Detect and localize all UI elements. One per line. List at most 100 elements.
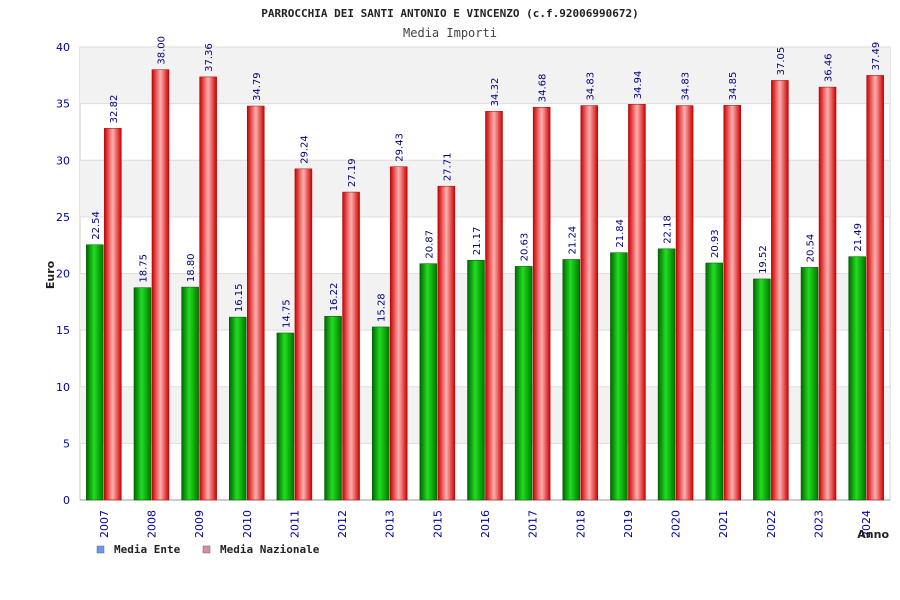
data-labels: 22.54 32.82 18.75 38.00 18.80 37.36 16.15 34.79… bbox=[91, 36, 882, 328]
data-label: 37.36 bbox=[204, 43, 215, 72]
data-label: 14.75 bbox=[281, 299, 292, 328]
bar bbox=[86, 244, 104, 501]
x-tick-label: 2019 bbox=[622, 510, 635, 538]
bar bbox=[628, 104, 646, 501]
x-tick-label: 2015 bbox=[431, 510, 444, 538]
bar bbox=[371, 326, 390, 501]
data-label: 20.93 bbox=[710, 229, 721, 258]
data-label: 22.18 bbox=[663, 215, 674, 244]
bar bbox=[818, 86, 837, 501]
bar bbox=[437, 185, 456, 501]
bar bbox=[514, 266, 533, 501]
legend: Media Ente Media Nazionale bbox=[96, 543, 320, 556]
y-tick-label: 10 bbox=[56, 381, 70, 394]
bar bbox=[151, 69, 170, 501]
x-axis-label: Anno bbox=[857, 528, 889, 541]
y-tick-label: 20 bbox=[56, 268, 70, 281]
bar bbox=[247, 105, 265, 501]
bar bbox=[419, 263, 438, 501]
data-label: 20.63 bbox=[520, 233, 531, 262]
x-tick-label: 2008 bbox=[145, 510, 158, 538]
x-tick-label: 2021 bbox=[717, 510, 730, 538]
x-tick-label: 2017 bbox=[527, 510, 540, 538]
data-label: 29.43 bbox=[395, 133, 406, 162]
data-label: 20.54 bbox=[806, 234, 817, 263]
chart-title: PARROCCHIA DEI SANTI ANTONIO E VINCENZO … bbox=[261, 7, 639, 20]
bar bbox=[771, 80, 789, 501]
legend-label: Media Nazionale bbox=[220, 543, 320, 556]
bar bbox=[800, 267, 819, 501]
bar bbox=[562, 259, 581, 501]
y-tick-label: 30 bbox=[56, 154, 70, 167]
bar bbox=[199, 76, 217, 501]
data-label: 36.46 bbox=[824, 53, 835, 82]
x-tick-label: 2023 bbox=[813, 510, 826, 538]
x-tick-label: 2022 bbox=[765, 510, 778, 538]
y-tick-label: 40 bbox=[56, 41, 70, 54]
x-tick-label: 2009 bbox=[193, 510, 206, 538]
data-label: 34.83 bbox=[585, 72, 596, 101]
data-label: 34.94 bbox=[633, 71, 644, 100]
data-label: 21.49 bbox=[853, 223, 864, 252]
data-label: 34.79 bbox=[252, 72, 263, 101]
bar bbox=[532, 106, 551, 501]
data-label: 16.15 bbox=[234, 283, 245, 312]
y-axis-ticks: 0 5 10 15 20 25 30 35 40 bbox=[56, 41, 70, 507]
bar bbox=[342, 191, 360, 501]
bar bbox=[753, 278, 771, 501]
bar bbox=[705, 262, 723, 501]
bar bbox=[276, 332, 295, 501]
bar bbox=[866, 75, 884, 501]
data-label: 20.87 bbox=[424, 230, 435, 259]
chart-subtitle: Media Importi bbox=[403, 26, 497, 40]
x-tick-label: 2016 bbox=[479, 510, 492, 538]
bar bbox=[675, 105, 694, 501]
data-label: 27.71 bbox=[442, 153, 453, 182]
data-label: 38.00 bbox=[156, 36, 167, 65]
x-tick-label: 2013 bbox=[384, 510, 397, 538]
data-label: 19.52 bbox=[758, 245, 769, 274]
data-label: 27.19 bbox=[347, 158, 358, 187]
y-tick-label: 35 bbox=[56, 98, 70, 111]
data-label: 22.54 bbox=[91, 211, 102, 240]
bars bbox=[86, 69, 884, 501]
bar bbox=[294, 168, 313, 501]
data-label: 37.05 bbox=[776, 47, 787, 76]
data-label: 34.83 bbox=[681, 72, 692, 101]
y-tick-label: 25 bbox=[56, 211, 70, 224]
legend-swatch bbox=[96, 545, 105, 554]
data-label: 37.49 bbox=[871, 42, 882, 71]
data-label: 32.82 bbox=[109, 95, 120, 124]
data-label: 18.75 bbox=[138, 254, 149, 283]
bar bbox=[389, 166, 408, 501]
y-tick-label: 15 bbox=[56, 324, 70, 337]
data-label: 18.80 bbox=[186, 253, 197, 282]
data-label: 29.24 bbox=[299, 135, 310, 164]
bar bbox=[133, 287, 152, 501]
x-tick-label: 2020 bbox=[670, 510, 683, 538]
bar bbox=[324, 316, 342, 501]
x-tick-label: 2018 bbox=[574, 510, 587, 538]
bar bbox=[580, 105, 599, 501]
bar bbox=[485, 111, 503, 501]
bar bbox=[657, 248, 676, 501]
x-tick-label: 2012 bbox=[336, 510, 349, 538]
y-tick-label: 0 bbox=[63, 494, 70, 507]
bar bbox=[723, 105, 741, 501]
data-label: 16.22 bbox=[329, 283, 340, 312]
x-tick-label: 2010 bbox=[241, 510, 254, 538]
legend-swatch bbox=[202, 545, 211, 554]
bar bbox=[610, 252, 628, 501]
y-tick-label: 5 bbox=[63, 437, 70, 450]
bar bbox=[848, 256, 866, 501]
bar bbox=[181, 286, 199, 501]
data-label: 21.17 bbox=[472, 227, 483, 256]
data-label: 21.84 bbox=[615, 219, 626, 248]
data-label: 21.24 bbox=[567, 226, 578, 255]
data-label: 34.85 bbox=[728, 72, 739, 101]
data-label: 15.28 bbox=[377, 293, 388, 322]
bar bbox=[467, 259, 485, 501]
x-axis-ticks: 2007 2008 2009 2010 2011 2012 2013 2015 2016 2017… bbox=[98, 510, 873, 538]
bar bbox=[229, 316, 247, 501]
